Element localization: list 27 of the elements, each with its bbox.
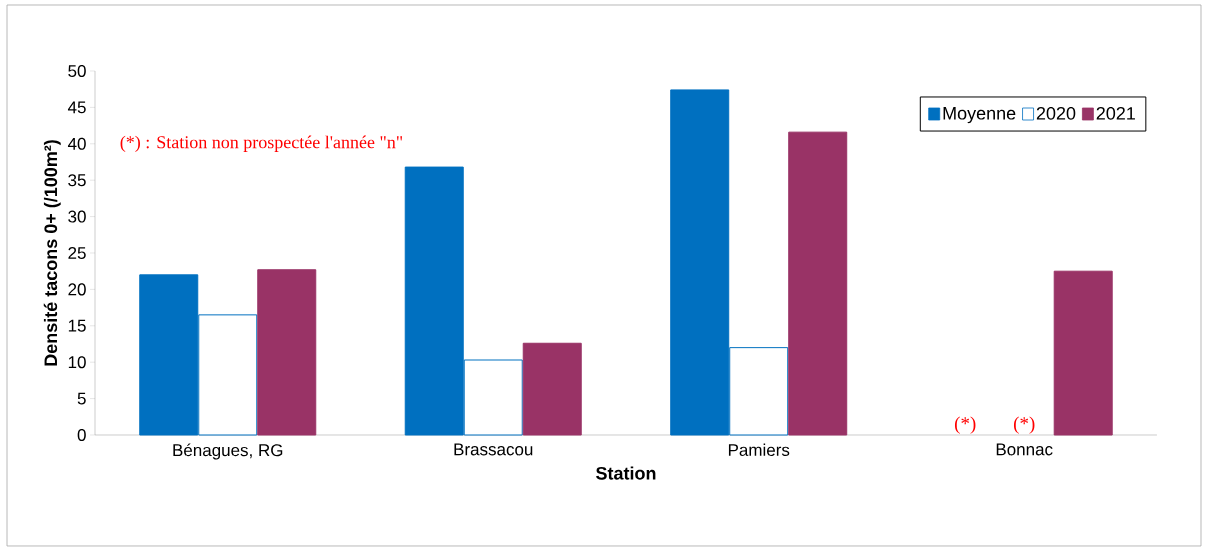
y-tick-label: 45 xyxy=(67,101,86,114)
bar xyxy=(257,269,317,436)
y-tick-label: 50 xyxy=(68,64,86,78)
x-tick-label: Brassacou xyxy=(454,443,533,456)
legend-label: 2021 xyxy=(1096,106,1135,120)
bar xyxy=(1053,270,1113,436)
y-tick-label: 10 xyxy=(68,356,86,369)
annotation: (*) xyxy=(954,416,976,434)
x-tick-label: Bénagues, RG xyxy=(173,443,283,460)
x-tick-label: Pamiers xyxy=(728,443,790,457)
bar xyxy=(522,342,582,436)
legend-label: 2020 xyxy=(1036,106,1076,120)
y-tick-label: 40 xyxy=(67,137,86,150)
x-tick-label: Bonnac xyxy=(996,443,1053,456)
y-tick-label: 0 xyxy=(77,428,86,442)
annotation: (*) : Station non prospectée l'année "n" xyxy=(120,135,403,152)
y-axis-title: Densité tacons 0+ (/100m²) xyxy=(43,140,61,366)
y-tick-label: 20 xyxy=(68,283,86,296)
bar xyxy=(788,131,848,436)
y-tick-label: 35 xyxy=(68,174,86,187)
y-tick-label: 15 xyxy=(68,319,86,332)
y-tick-label: 30 xyxy=(68,210,86,223)
y-tick-label: 25 xyxy=(68,246,86,260)
x-axis-title: Station xyxy=(596,466,656,480)
y-tick-label: 5 xyxy=(77,392,86,405)
legend-label: Moyenne xyxy=(943,107,1016,124)
annotation: (*) xyxy=(1013,416,1035,434)
